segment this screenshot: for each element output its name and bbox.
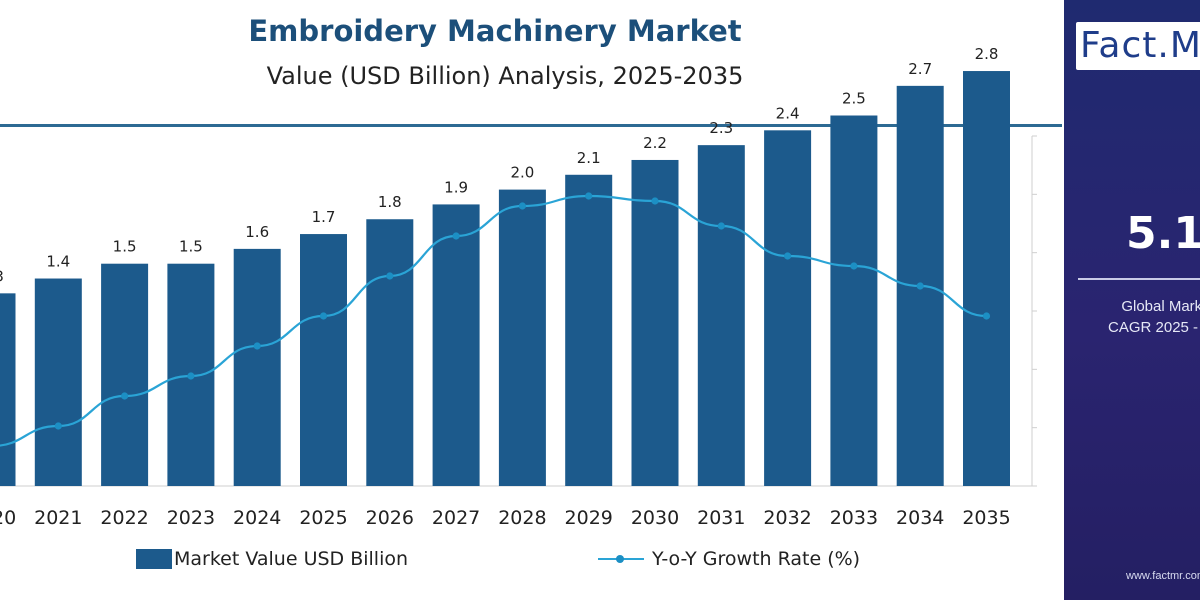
growth-point-2032 bbox=[784, 252, 792, 260]
bar-label-2021: 1.4 bbox=[46, 253, 70, 271]
legend-label-bars: Market Value USD Billion bbox=[174, 548, 409, 570]
bar-value-labels: 1.3 1.4 1.5 1.5 1.6 1.7 1.8 1.9 2.0 2.1 2.2 2.3 2.4 2… bbox=[0, 45, 998, 285]
x-tick-2024: 2024 bbox=[233, 507, 281, 529]
side-panel: Fact.MR 5.1% Global Market CAGR 2025 - 2… bbox=[1064, 0, 1200, 600]
bar-label-2030: 2.2 bbox=[643, 134, 667, 152]
bar-2033 bbox=[830, 115, 878, 486]
chart-title: Embroidery Machinery Market bbox=[248, 14, 742, 48]
bar-label-2027: 1.9 bbox=[444, 178, 468, 196]
x-tick-2022: 2022 bbox=[100, 507, 148, 529]
x-tick-2025: 2025 bbox=[299, 507, 347, 529]
bar-2021 bbox=[34, 278, 82, 486]
bar-2035 bbox=[963, 71, 1010, 486]
chart-subtitle: Value (USD Billion) Analysis, 2025-2035 bbox=[266, 62, 744, 90]
website-url: www.factmr.com bbox=[1126, 570, 1200, 582]
x-tick-2035: 2035 bbox=[962, 507, 1010, 529]
cagr-value: 5.1% bbox=[1126, 208, 1200, 259]
growth-point-2034 bbox=[916, 282, 924, 290]
bar-series bbox=[0, 71, 1010, 487]
legend-label-line: Y-o-Y Growth Rate (%) bbox=[652, 548, 861, 570]
legend-line-swatch bbox=[598, 555, 644, 563]
growth-point-2021 bbox=[54, 422, 62, 430]
x-tick-2028: 2028 bbox=[498, 507, 546, 529]
growth-point-2025 bbox=[319, 312, 328, 320]
bar-label-2026: 1.8 bbox=[378, 193, 402, 211]
bar-label-2024: 1.6 bbox=[245, 223, 269, 241]
right-axis-ticks bbox=[1032, 135, 1037, 487]
bar-2026 bbox=[366, 219, 414, 487]
bar-label-2029: 2.1 bbox=[577, 149, 601, 167]
bar-label-2033: 2.5 bbox=[842, 90, 866, 108]
bar-label-2031: 2.3 bbox=[709, 119, 733, 137]
growth-point-2028 bbox=[518, 202, 527, 210]
bar-label-2035: 2.8 bbox=[975, 45, 999, 63]
x-tick-2020: 2020 bbox=[0, 507, 16, 529]
bar-2029 bbox=[565, 174, 613, 486]
growth-point-2031 bbox=[717, 222, 725, 230]
growth-point-2027 bbox=[452, 232, 460, 240]
bar-label-2020: 1.3 bbox=[0, 267, 4, 285]
bar-2028 bbox=[498, 189, 546, 486]
x-tick-2023: 2023 bbox=[167, 507, 215, 529]
legend-item-market-value: Market Value USD Billion bbox=[136, 546, 408, 572]
bar-label-2032: 2.4 bbox=[776, 104, 800, 122]
x-tick-2026: 2026 bbox=[366, 507, 414, 529]
x-tick-2033: 2033 bbox=[830, 507, 878, 529]
growth-point-2024 bbox=[253, 342, 261, 350]
legend-item-growth-rate: Y-o-Y Growth Rate (%) bbox=[598, 546, 860, 572]
bar-label-2028: 2.0 bbox=[510, 164, 534, 182]
bar-label-2034: 2.7 bbox=[908, 60, 932, 78]
bar-2024 bbox=[233, 248, 281, 486]
chart-area: 1.3 1.4 1.5 1.5 1.6 1.7 1.8 1.9 2.0 2.1 2.2 2.3 2.4 2… bbox=[0, 45, 1037, 529]
side-divider bbox=[1078, 278, 1200, 280]
growth-point-2030 bbox=[651, 197, 659, 205]
bar-2030 bbox=[631, 159, 679, 486]
growth-point-2022 bbox=[121, 392, 129, 400]
bar-label-2025: 1.7 bbox=[312, 208, 336, 226]
brand-logo-text: Fact.MR bbox=[1080, 25, 1200, 66]
growth-line bbox=[0, 194, 987, 447]
x-tick-2027: 2027 bbox=[432, 507, 480, 529]
bar-2022 bbox=[101, 263, 149, 486]
bar-2025 bbox=[300, 234, 347, 486]
cagr-caption-line2: CAGR 2025 - 2035 bbox=[1108, 319, 1200, 336]
bar-label-2022: 1.5 bbox=[113, 238, 137, 256]
growth-point-2029 bbox=[585, 192, 593, 200]
growth-point-2023 bbox=[187, 372, 195, 380]
x-tick-2032: 2032 bbox=[763, 507, 811, 529]
growth-point-2033 bbox=[850, 262, 858, 270]
legend-bar-swatch bbox=[136, 549, 172, 569]
cagr-caption: Global Market CAGR 2025 - 2035 bbox=[1108, 296, 1200, 338]
x-tick-2029: 2029 bbox=[565, 507, 613, 529]
bar-2027 bbox=[432, 204, 480, 487]
brand-logo: Fact.MR bbox=[1076, 22, 1200, 70]
bar-2031 bbox=[697, 145, 745, 486]
x-tick-2034: 2034 bbox=[896, 507, 944, 529]
cagr-caption-line1: Global Market bbox=[1121, 298, 1200, 315]
bar-label-2023: 1.5 bbox=[179, 238, 203, 256]
growth-point-2026 bbox=[386, 272, 394, 280]
x-tick-2031: 2031 bbox=[697, 507, 745, 529]
x-axis-tick-labels: 2020 2021 2022 2023 2024 2025 2026 2027 2028 2029… bbox=[0, 507, 1011, 529]
x-tick-2030: 2030 bbox=[631, 507, 679, 529]
bar-2020 bbox=[0, 293, 16, 486]
growth-point-2035 bbox=[982, 312, 991, 320]
title-divider bbox=[0, 124, 1062, 127]
growth-line-series bbox=[0, 192, 991, 447]
x-tick-2021: 2021 bbox=[34, 507, 82, 529]
bar-2032 bbox=[764, 130, 812, 486]
